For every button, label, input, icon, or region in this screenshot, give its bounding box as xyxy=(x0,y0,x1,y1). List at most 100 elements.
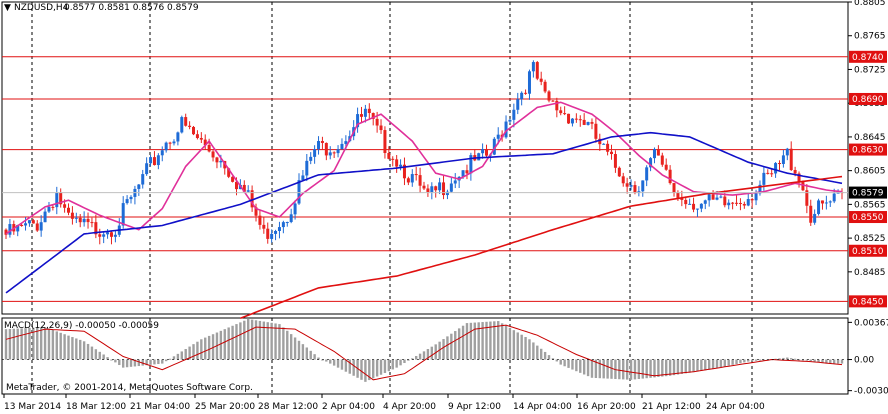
level-price-label: 0.8450 xyxy=(852,297,884,307)
macd-histogram-bar xyxy=(821,359,824,363)
candle-body xyxy=(641,180,645,192)
macd-histogram-bar xyxy=(43,327,47,360)
candle-body xyxy=(324,142,328,156)
candle-body xyxy=(777,163,781,165)
macd-histogram-bar xyxy=(688,359,691,373)
candle-body xyxy=(106,232,110,235)
candle-body xyxy=(828,201,832,203)
candle-body xyxy=(184,117,188,126)
macd-histogram-bar xyxy=(446,336,449,360)
candle-body xyxy=(270,233,274,239)
macd-histogram-bar xyxy=(813,359,816,362)
candle-body xyxy=(817,200,821,214)
macd-histogram-bar xyxy=(20,328,23,360)
macd-histogram-bar xyxy=(188,346,191,360)
macd-histogram-bar xyxy=(403,359,406,363)
candle-body xyxy=(598,138,602,145)
macd-histogram-bar xyxy=(121,359,125,368)
candle-body xyxy=(570,118,574,124)
macd-histogram-bar xyxy=(692,359,695,373)
macd-histogram-bar xyxy=(567,359,570,368)
macd-histogram-bar xyxy=(477,322,480,360)
macd-histogram-bar xyxy=(94,349,98,360)
macd-histogram-bar xyxy=(67,335,70,360)
macd-histogram-bar xyxy=(98,351,101,360)
candle-body xyxy=(281,222,285,228)
macd-histogram-bar xyxy=(450,333,453,360)
macd-histogram-bar xyxy=(524,337,527,360)
macd-histogram-bar xyxy=(180,351,183,360)
macd-histogram-bar xyxy=(500,323,504,360)
candle-body xyxy=(567,113,571,124)
candle-body xyxy=(801,182,805,191)
candle-body xyxy=(731,202,735,204)
candle-body xyxy=(356,114,360,128)
candle-body xyxy=(766,172,770,174)
macd-histogram-bar xyxy=(801,359,805,361)
macd-axis-label: 0.00367 xyxy=(854,318,888,328)
candle-body xyxy=(145,163,149,175)
macd-histogram-bar xyxy=(82,341,86,360)
candle-body xyxy=(606,143,610,152)
macd-histogram-bar xyxy=(55,331,58,360)
candle-body xyxy=(289,214,293,223)
macd-axis-label: 0.00 xyxy=(854,356,874,366)
macd-histogram-bar xyxy=(387,359,391,372)
macd-histogram-bar xyxy=(133,359,137,367)
candle-body xyxy=(520,92,524,100)
macd-histogram-bar xyxy=(51,329,55,360)
macd-histogram-bar xyxy=(4,329,8,360)
macd-histogram-bar xyxy=(680,359,684,374)
macd-histogram-bar xyxy=(344,359,348,372)
candle-body xyxy=(141,174,145,185)
candle-body xyxy=(656,148,660,156)
candle-body xyxy=(109,232,113,237)
candle-body xyxy=(8,224,12,235)
macd-histogram-bar xyxy=(407,359,410,361)
macd-histogram-bar xyxy=(438,341,441,360)
macd-histogram-bar xyxy=(12,328,16,360)
candle-body xyxy=(254,207,258,216)
candle-body xyxy=(363,108,367,117)
macd-histogram-bar xyxy=(747,359,750,362)
candle-body xyxy=(418,175,422,186)
macd-histogram-bar xyxy=(832,359,836,364)
time-axis-label: 9 Apr 12:00 xyxy=(448,402,501,412)
candle-body xyxy=(668,169,672,184)
candle-body xyxy=(652,148,656,159)
macd-histogram-bar xyxy=(63,334,66,360)
macd-histogram-bar xyxy=(711,359,715,369)
macd-histogram-bar xyxy=(110,359,113,361)
candle-body xyxy=(793,170,797,174)
macd-histogram-bar xyxy=(176,353,180,360)
candle-body xyxy=(781,155,785,164)
macd-histogram-bar xyxy=(504,325,508,360)
candle-body xyxy=(754,193,758,201)
macd-histogram-bar xyxy=(707,359,711,370)
candle-body xyxy=(317,141,321,150)
macd-histogram-bar xyxy=(368,359,371,381)
candle-body xyxy=(20,224,24,226)
macd-histogram-bar xyxy=(805,359,809,361)
time-axis-label: 25 Mar 20:00 xyxy=(195,402,255,412)
candle-body xyxy=(149,157,153,164)
macd-histogram-bar xyxy=(391,359,394,370)
candle-body xyxy=(727,202,731,206)
current-price-label: 0.8579 xyxy=(852,189,884,199)
candle-body xyxy=(434,186,438,191)
candle-body xyxy=(63,204,67,208)
macd-histogram-bar xyxy=(90,346,94,360)
candle-body xyxy=(496,134,500,139)
macd-histogram-bar xyxy=(606,359,609,379)
candle-body xyxy=(461,170,465,177)
candle-body xyxy=(555,100,559,111)
candle-body xyxy=(445,191,449,196)
candle-body xyxy=(102,234,106,237)
macd-histogram-bar xyxy=(649,359,652,378)
candle-body xyxy=(344,141,348,144)
macd-histogram-bar xyxy=(79,339,82,360)
macd-histogram-bar xyxy=(164,359,168,362)
candle-body xyxy=(610,151,614,155)
